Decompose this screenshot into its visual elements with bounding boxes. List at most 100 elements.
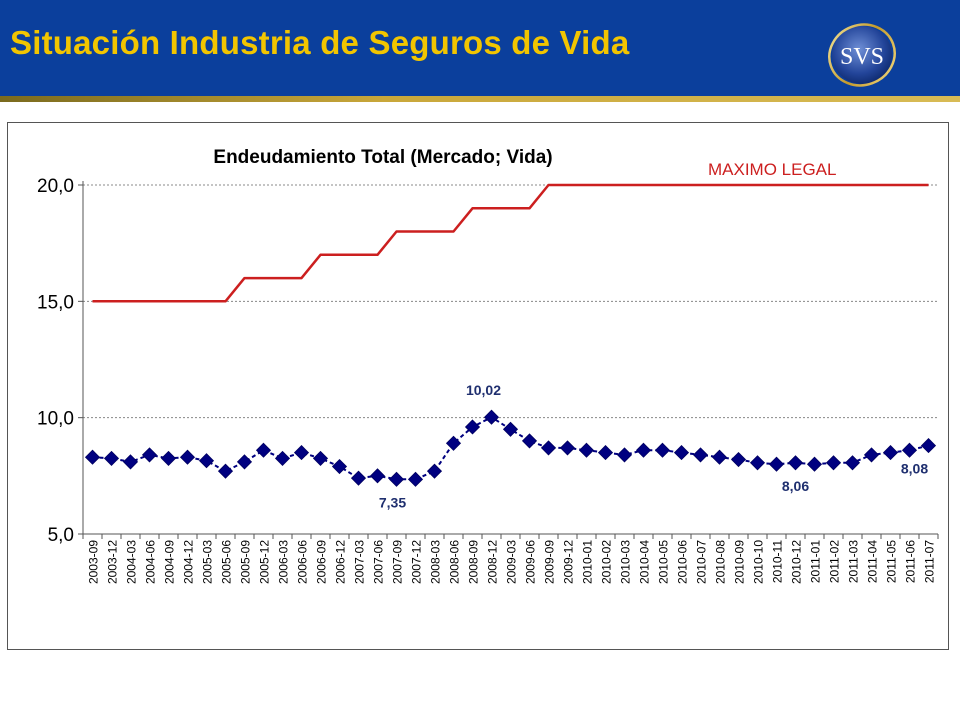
data-point xyxy=(768,456,785,472)
svs-logo: SVS xyxy=(828,23,896,87)
x-tick-label: 2007-03 xyxy=(353,540,367,584)
x-tick-label: 2006-03 xyxy=(277,540,291,584)
data-point xyxy=(920,438,937,454)
chart-frame: Endeudamiento Total (Mercado; Vida) 5,0 1… xyxy=(7,122,949,650)
x-tick-label: 2011-02 xyxy=(828,540,842,583)
data-point xyxy=(673,445,690,461)
x-tick-label: 2007-12 xyxy=(410,540,424,584)
data-point xyxy=(331,458,348,475)
x-tick-label: 2009-12 xyxy=(562,540,576,584)
x-tick-label: 2007-09 xyxy=(391,540,405,584)
data-point xyxy=(578,442,595,458)
data-point xyxy=(369,468,386,484)
x-tick-label: 2008-12 xyxy=(486,540,500,584)
data-point xyxy=(350,470,367,486)
logo-text: SVS xyxy=(840,44,884,70)
data-point xyxy=(198,453,215,469)
data-point xyxy=(217,463,234,479)
x-tick-label: 2006-09 xyxy=(315,540,329,584)
x-tick-label: 2004-12 xyxy=(182,540,196,584)
data-point xyxy=(160,450,177,466)
x-tick-label: 2008-09 xyxy=(467,540,481,584)
y-tick-label: 10,0 xyxy=(37,409,74,430)
data-point xyxy=(426,463,443,479)
x-tick-label: 2011-04 xyxy=(866,540,880,583)
series-line-maximo-legal xyxy=(92,183,929,303)
x-tick-label: 2010-02 xyxy=(600,540,614,584)
x-tick-label: 2008-03 xyxy=(429,540,443,584)
x-tick-label: 2010-01 xyxy=(581,540,595,584)
header-divider xyxy=(0,96,960,102)
x-tick-label: 2004-03 xyxy=(125,540,139,584)
data-point xyxy=(787,455,804,471)
series-label-maximo-legal: MAXIMO LEGAL xyxy=(708,160,836,179)
data-point xyxy=(901,442,918,458)
line-chart: Endeudamiento Total (Mercado; Vida) 5,0 1… xyxy=(37,147,939,584)
x-tick-label: 2010-10 xyxy=(752,540,766,584)
x-tick-label: 2011-03 xyxy=(847,540,861,583)
x-tick-label: 2005-12 xyxy=(258,540,272,584)
data-point xyxy=(103,450,120,466)
slide-header xyxy=(0,0,960,96)
data-point xyxy=(825,455,842,471)
x-tick-label: 2011-07 xyxy=(923,540,937,583)
x-tick-label: 2011-06 xyxy=(904,540,918,583)
x-tick-label: 2011-05 xyxy=(885,540,899,583)
y-tick-label: 20,0 xyxy=(37,176,74,197)
x-tick-label: 2005-06 xyxy=(220,540,234,584)
data-point xyxy=(692,447,709,463)
x-tick-label: 2009-03 xyxy=(505,540,519,584)
data-point xyxy=(388,471,405,487)
data-point xyxy=(882,445,899,461)
data-point xyxy=(844,455,861,471)
data-point xyxy=(293,445,310,461)
data-point xyxy=(502,421,519,437)
data-point xyxy=(863,447,880,463)
data-point xyxy=(597,445,614,461)
axes: 5,0 10,0 15,0 20,0 2003-09 2003-12 2004-03 2004… xyxy=(37,176,939,584)
data-point xyxy=(559,440,576,456)
x-tick-label: 2005-03 xyxy=(201,540,215,584)
x-tick-label: 2010-09 xyxy=(733,540,747,584)
series-endeudamiento xyxy=(84,409,937,487)
y-tick-label: 15,0 xyxy=(37,292,74,313)
series: MAXIMO LEGAL xyxy=(84,160,937,487)
data-point xyxy=(464,419,481,435)
x-tick-label: 2010-11 xyxy=(771,540,785,583)
x-tick-label: 2008-06 xyxy=(448,540,462,584)
data-labels: 10,02 7,35 8,06 8,08 xyxy=(379,382,928,510)
data-point xyxy=(521,433,538,449)
x-tick-label: 2009-09 xyxy=(543,540,557,584)
data-point xyxy=(312,450,329,466)
data-point xyxy=(407,471,424,487)
x-tick-label: 2005-09 xyxy=(239,540,253,584)
y-tick-label: 5,0 xyxy=(48,525,74,546)
data-point xyxy=(483,409,500,425)
data-point xyxy=(635,442,652,458)
x-tick-label: 2006-12 xyxy=(334,540,348,584)
data-point xyxy=(445,435,462,451)
data-point xyxy=(616,447,633,463)
data-point xyxy=(806,456,823,472)
x-tick-label: 2010-05 xyxy=(657,540,671,584)
data-point xyxy=(84,449,101,465)
x-tick-label: 2011-01 xyxy=(809,540,823,583)
data-point xyxy=(540,440,557,456)
data-point xyxy=(730,451,747,468)
x-tick-label: 2004-09 xyxy=(163,540,177,584)
data-label: 7,35 xyxy=(379,494,406,510)
data-point xyxy=(654,442,671,458)
x-tick-label: 2006-06 xyxy=(296,540,310,584)
series-maximo-legal: MAXIMO LEGAL xyxy=(92,160,929,303)
data-point xyxy=(711,449,728,465)
data-label: 8,08 xyxy=(901,461,928,477)
x-tick-label: 2003-12 xyxy=(106,540,120,584)
slide-title: Situación Industria de Seguros de Vida xyxy=(10,24,630,61)
data-point xyxy=(141,447,158,463)
x-tick-label: 2010-07 xyxy=(695,540,709,584)
data-label: 8,06 xyxy=(782,478,809,494)
x-tick-label: 2010-08 xyxy=(714,540,728,584)
data-point xyxy=(122,454,139,470)
data-point xyxy=(179,449,196,465)
x-tick-label: 2009-06 xyxy=(524,540,538,584)
